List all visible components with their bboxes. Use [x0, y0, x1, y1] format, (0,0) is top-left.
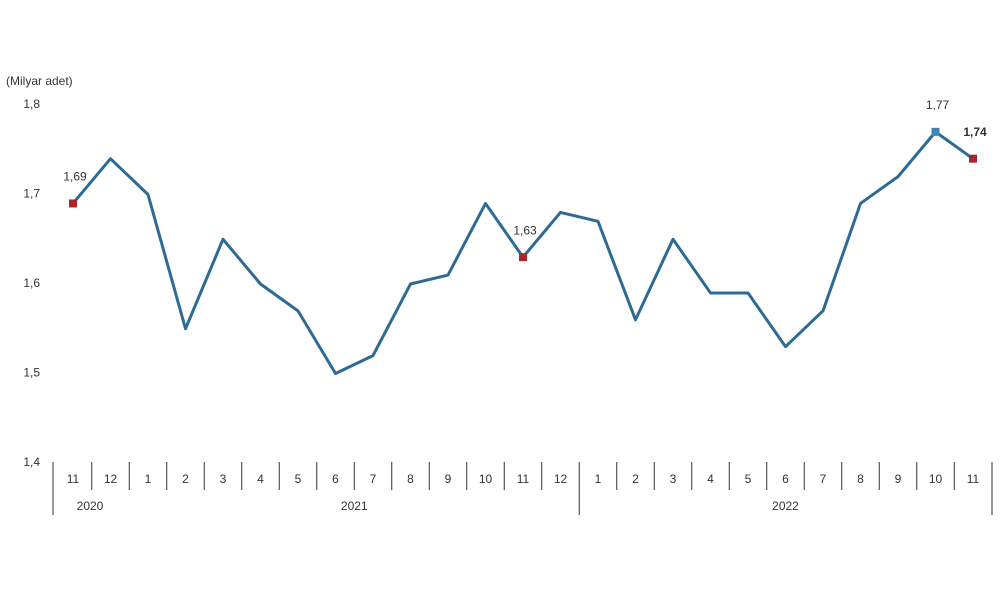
- x-tick-label: 1: [145, 472, 152, 486]
- x-tick-label: 12: [554, 472, 568, 486]
- y-tick-label: 1,4: [23, 455, 40, 469]
- x-tick-label: 3: [670, 472, 677, 486]
- y-tick-label: 1,6: [23, 276, 40, 290]
- x-tick-label: 7: [370, 472, 377, 486]
- x-tick-label: 5: [745, 472, 752, 486]
- point-marker: [69, 199, 77, 208]
- x-tick-label: 11: [967, 472, 980, 486]
- year-label: 2021: [341, 499, 368, 513]
- x-tick-label: 5: [295, 472, 302, 486]
- x-tick-label: 2: [632, 472, 639, 486]
- y-axis-label: (Milyar adet): [6, 74, 73, 88]
- y-tick-label: 1,5: [23, 366, 40, 380]
- x-tick-label: 9: [895, 472, 902, 486]
- x-tick-label: 6: [332, 472, 339, 486]
- data-label: 1,77: [926, 98, 950, 112]
- x-tick-label: 9: [445, 472, 452, 486]
- x-tick-label: 11: [517, 472, 530, 486]
- x-tick-label: 4: [257, 472, 264, 486]
- x-tick-label: 7: [820, 472, 827, 486]
- x-tick-label: 8: [857, 472, 864, 486]
- data-label: 1,69: [63, 170, 87, 184]
- point-marker: [519, 253, 527, 262]
- data-label: 1,74: [963, 125, 987, 139]
- x-tick-label: 4: [707, 472, 714, 486]
- x-tick-label: 8: [407, 472, 414, 486]
- line-series: [71, 130, 974, 375]
- x-tick-label: 10: [479, 472, 493, 486]
- year-label: 2022: [772, 499, 799, 513]
- point-marker: [969, 154, 977, 163]
- point-marker: [931, 127, 940, 136]
- x-tick-label: 2: [182, 472, 189, 486]
- x-tick-label: 3: [220, 472, 227, 486]
- x-tick-label: 1: [595, 472, 602, 486]
- x-tick-label: 11: [67, 472, 80, 486]
- x-tick-label: 6: [782, 472, 789, 486]
- x-tick-label: 12: [104, 472, 118, 486]
- y-tick-label: 1,8: [23, 97, 40, 111]
- year-label: 2020: [77, 499, 104, 513]
- x-tick-label: 10: [929, 472, 943, 486]
- y-tick-label: 1,7: [23, 187, 40, 201]
- data-label: 1,63: [513, 223, 537, 237]
